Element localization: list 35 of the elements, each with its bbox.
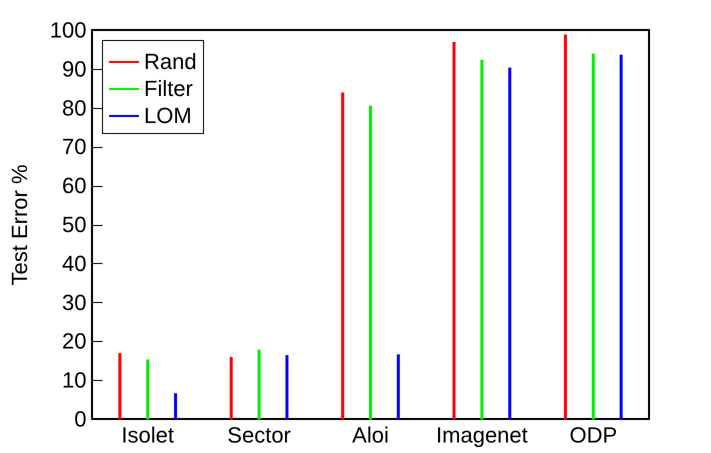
x-tick-label: Sector (227, 422, 291, 448)
bar (396, 354, 400, 420)
bar (592, 54, 595, 420)
y-tick-label: 0 (74, 406, 86, 432)
bar (369, 106, 372, 420)
bar (258, 350, 261, 420)
bar (452, 42, 456, 420)
bar (341, 92, 344, 420)
y-tick-label: 70 (62, 134, 86, 160)
legend-label: Filter (144, 76, 193, 101)
x-tick-label: Imagenet (436, 422, 528, 448)
y-tick-label: 40 (62, 250, 86, 276)
y-tick-label: 100 (50, 18, 86, 42)
x-tick-label: Aloi (352, 422, 389, 448)
x-tick-label: ODP (569, 422, 618, 448)
y-tick-label: 80 (62, 95, 86, 120)
bar (230, 357, 233, 420)
bar (480, 60, 484, 420)
legend-label: Rand (144, 49, 197, 74)
y-tick-label: 30 (62, 290, 86, 315)
y-axis-title: Test Error % (6, 164, 32, 286)
y-tick-label: 90 (62, 56, 86, 82)
bar (564, 34, 567, 420)
legend-label: LOM (144, 103, 192, 128)
x-tick-label: Isolet (121, 422, 174, 448)
y-tick-label: 50 (62, 212, 86, 237)
bar (118, 353, 122, 420)
y-tick-label: 60 (62, 173, 86, 198)
bar (620, 54, 623, 420)
y-tick-label: 20 (62, 328, 86, 354)
bar (146, 359, 150, 420)
bar (174, 393, 178, 420)
y-tick-label: 10 (62, 368, 86, 393)
bar (508, 68, 512, 420)
bar (285, 355, 288, 420)
